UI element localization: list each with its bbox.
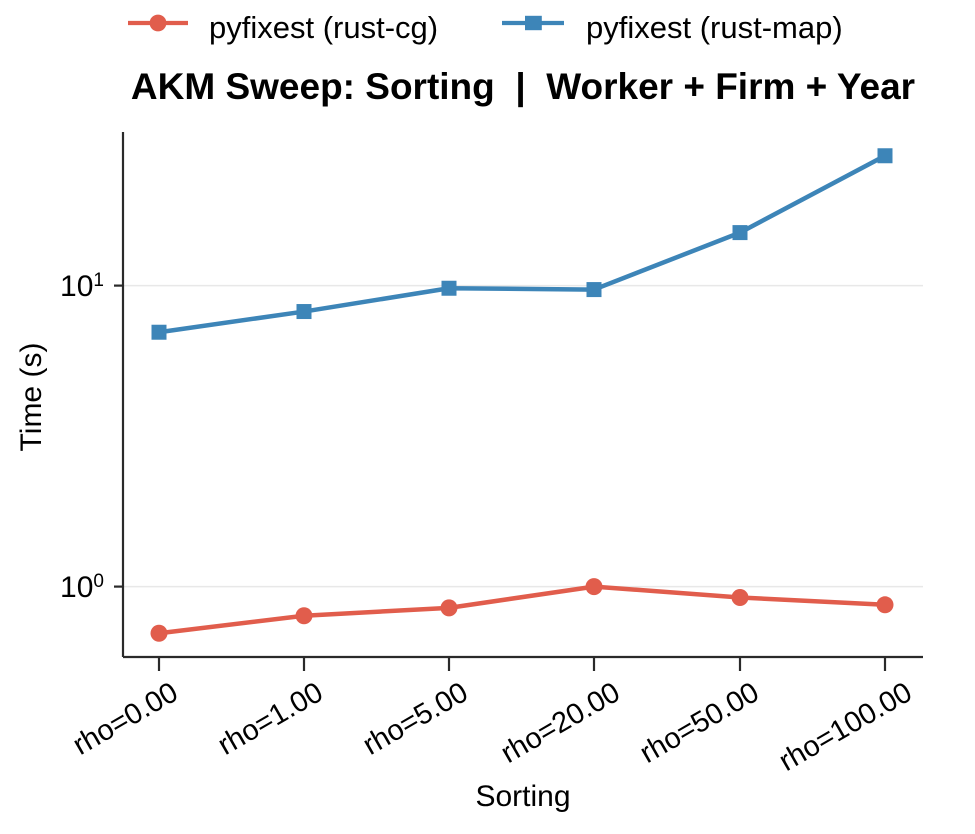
- svg-text:rho=5.00: rho=5.00: [358, 676, 474, 761]
- svg-text:rho=100.00: rho=100.00: [774, 676, 918, 777]
- svg-text:101: 101: [60, 270, 104, 303]
- svg-text:rho=0.00: rho=0.00: [68, 676, 184, 761]
- svg-text:rho=1.00: rho=1.00: [213, 676, 329, 761]
- svg-text:rho=20.00: rho=20.00: [496, 676, 626, 769]
- svg-text:rho=50.00: rho=50.00: [635, 676, 765, 769]
- svg-text:100: 100: [60, 571, 104, 604]
